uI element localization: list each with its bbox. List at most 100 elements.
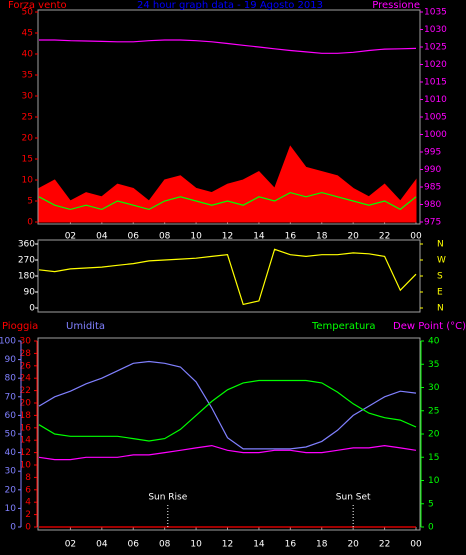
axis-label: Forza vento (8, 0, 67, 11)
x-tick-label: 10 (190, 540, 202, 550)
y-tick-label: 90 (5, 355, 17, 365)
series-label: Pioggia (2, 321, 38, 332)
x-tick-label: 06 (128, 540, 140, 550)
y-tick-label: 1000 (424, 130, 447, 140)
y-tick-label: 30 (20, 337, 32, 347)
x-tick-label: 00 (410, 540, 422, 550)
series-label: Umidita (66, 321, 105, 332)
y-tick-label: 180 (18, 272, 35, 282)
x-tick-label: 00 (410, 232, 422, 242)
x-tick-label: 14 (253, 540, 265, 550)
y-tick-label: 360 (18, 240, 35, 250)
y-tick-label: 25 (22, 113, 33, 123)
y-tick-label: 100 (0, 337, 16, 347)
y-tick-label: 10 (20, 461, 32, 471)
y-tick-label: 35 (428, 360, 439, 370)
y-tick-label: 15 (428, 453, 439, 463)
x-tick-label: 04 (96, 540, 108, 550)
series-area (38, 145, 417, 223)
x-tick-label: 16 (285, 540, 297, 550)
y-tick-label: 70 (5, 392, 17, 402)
x-tick-label: 10 (190, 232, 202, 242)
y-tick-label: 10 (22, 176, 34, 186)
series-label: Dew Point (°C) (393, 321, 466, 332)
y-tick-label: 40 (5, 448, 17, 458)
axis-label: Pressione (372, 0, 420, 11)
y-tick-label: 10 (5, 504, 17, 514)
y-tick-label: 995 (424, 148, 441, 158)
y-tick-label: 270 (18, 256, 35, 266)
chart-title: 24 hour graph data - 19 Agosto 2013 (137, 0, 323, 11)
plot-frame (37, 337, 421, 531)
y-tick-label: 16 (20, 423, 32, 433)
y-tick-label: 0 (10, 523, 16, 533)
x-tick-label: 14 (253, 232, 265, 242)
annotation-label: Sun Set (336, 493, 371, 503)
y-tick-label: 28 (20, 349, 32, 359)
y-tick-label: 1025 (424, 43, 447, 53)
y-tick-label: 20 (22, 134, 34, 144)
x-tick-label: 22 (379, 232, 390, 242)
y-tick-label: 1030 (424, 25, 447, 35)
x-tick-label: 06 (128, 232, 140, 242)
x-tick-label: 20 (347, 232, 359, 242)
x-tick-label: 18 (316, 232, 328, 242)
y-tick-label: N (437, 304, 444, 314)
series-label: Temperatura (311, 321, 376, 332)
y-tick-label: 20 (20, 399, 32, 409)
y-tick-label: 985 (424, 183, 441, 193)
y-tick-label: 25 (428, 406, 439, 416)
y-tick-label: 45 (22, 29, 33, 39)
x-tick-label: 04 (96, 232, 108, 242)
y-tick-label: 80 (5, 374, 17, 384)
series-line (38, 248, 417, 306)
y-tick-label: 0 (428, 523, 434, 533)
y-tick-label: 975 (424, 218, 441, 228)
x-tick-label: 12 (222, 540, 233, 550)
x-tick-label: 22 (379, 540, 390, 550)
x-tick-label: 20 (347, 540, 359, 550)
y-tick-label: 8 (25, 473, 31, 483)
x-tick-label: 16 (285, 232, 297, 242)
series-line (38, 360, 417, 450)
y-tick-label: 22 (20, 386, 31, 396)
y-tick-label: 26 (20, 361, 32, 371)
y-tick-label: 4 (25, 498, 31, 508)
y-tick-label: E (437, 288, 443, 298)
y-tick-label: 1015 (424, 78, 447, 88)
y-tick-label: 1005 (424, 113, 447, 123)
y-tick-label: 18 (20, 411, 32, 421)
y-tick-label: S (437, 272, 443, 282)
y-tick-label: 2 (25, 510, 31, 520)
y-tick-label: 30 (22, 92, 34, 102)
y-tick-label: 35 (22, 71, 33, 81)
series-line (38, 191, 417, 211)
y-tick-label: 50 (22, 8, 34, 18)
y-tick-label: 1035 (424, 8, 447, 18)
y-tick-label: 12 (20, 448, 31, 458)
y-tick-label: 20 (5, 485, 17, 495)
x-tick-label: 08 (159, 232, 171, 242)
series-line (39, 39, 417, 54)
series-line (38, 444, 417, 461)
y-tick-label: 20 (428, 430, 440, 440)
y-tick-label: 40 (428, 337, 440, 347)
x-tick-label: 18 (316, 540, 328, 550)
y-tick-label: 0 (29, 304, 35, 314)
y-tick-label: 990 (424, 165, 441, 175)
y-tick-label: N (437, 240, 444, 250)
y-tick-label: 24 (20, 374, 32, 384)
y-tick-label: 6 (25, 485, 31, 495)
x-tick-label: 08 (159, 540, 171, 550)
x-tick-label: 02 (65, 232, 76, 242)
series-line (38, 379, 417, 442)
y-tick-label: 90 (24, 288, 36, 298)
y-tick-label: 30 (5, 467, 17, 477)
y-tick-label: 0 (25, 523, 31, 533)
y-tick-label: 0 (27, 218, 33, 228)
y-tick-label: W (437, 256, 446, 266)
x-tick-label: 02 (65, 540, 76, 550)
y-tick-label: 30 (428, 383, 440, 393)
